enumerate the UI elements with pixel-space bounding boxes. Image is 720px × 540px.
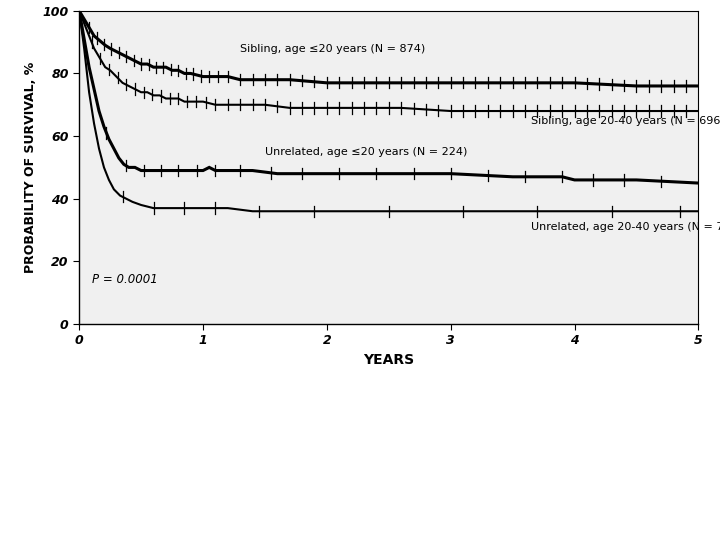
Text: Sibling, age ≤20 years (N = 874): Sibling, age ≤20 years (N = 874) <box>240 44 426 53</box>
Y-axis label: PROBABILITY OF SURVIVAL, %: PROBABILITY OF SURVIVAL, % <box>24 62 37 273</box>
Text: Horowitz, Mary. Current status of Allogeneic Bone Marrow Transplantation in Acqu: Horowitz, Mary. Current status of Alloge… <box>14 442 571 475</box>
Text: Unrelated, age ≤20 years (N = 224): Unrelated, age ≤20 years (N = 224) <box>265 147 467 157</box>
Text: Sibling, age 20-40 years (N = 696): Sibling, age 20-40 years (N = 696) <box>531 116 720 126</box>
Text: Unrelated, age 20-40 years (N = 74): Unrelated, age 20-40 years (N = 74) <box>531 222 720 232</box>
Text: P = 0.0001: P = 0.0001 <box>91 273 158 286</box>
X-axis label: YEARS: YEARS <box>363 353 415 367</box>
